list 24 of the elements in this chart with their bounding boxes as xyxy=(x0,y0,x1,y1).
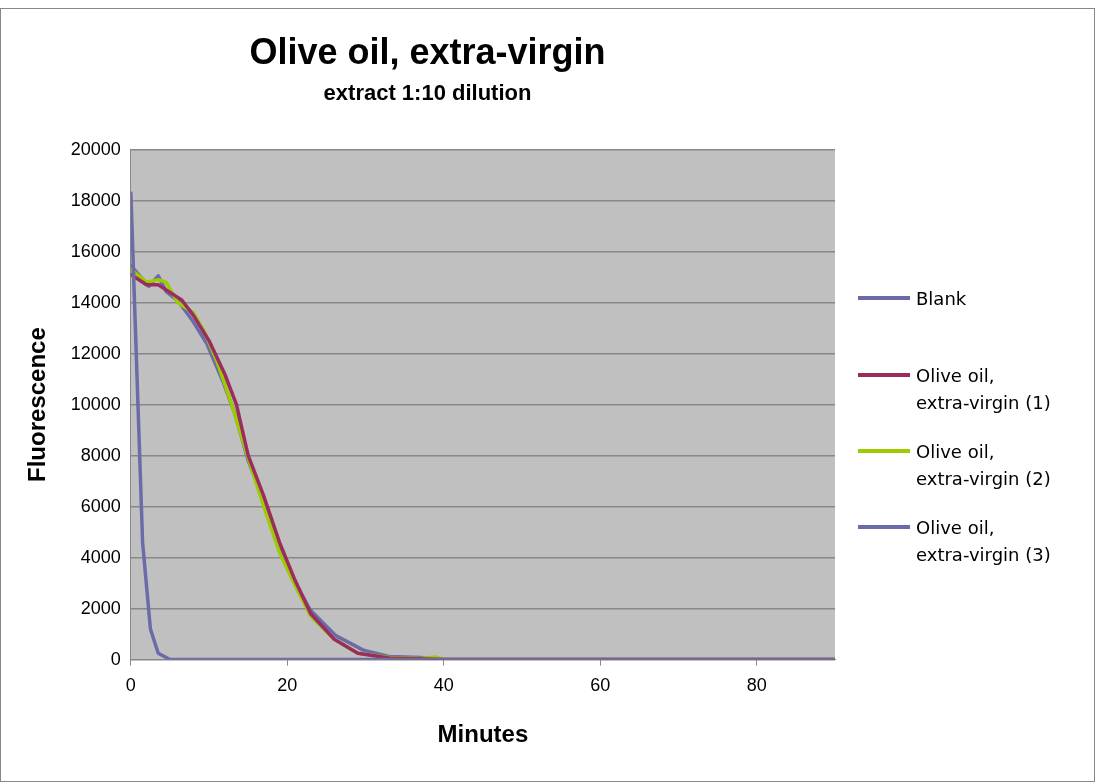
x-axis-title: Minutes xyxy=(437,720,529,748)
legend-label: Olive oil, extra-virgin (3) xyxy=(916,517,1051,565)
y-tick-label: 8000 xyxy=(80,444,121,465)
y-axis-title: Fluorescence xyxy=(23,327,51,482)
y-tick-label: 6000 xyxy=(80,495,121,516)
y-tick-label: 0 xyxy=(110,648,121,669)
chart-subtitle: extract 1:10 dilution xyxy=(323,80,532,106)
y-tick-label: 20000 xyxy=(70,138,121,159)
y-tick-label: 2000 xyxy=(80,597,121,618)
y-tick-label: 16000 xyxy=(70,240,121,261)
x-tick-label: 0 xyxy=(125,675,136,696)
x-tick-label: 40 xyxy=(433,675,454,696)
legend-label: Olive oil, extra-virgin (2) xyxy=(916,441,1051,489)
y-tick-label: 4000 xyxy=(80,546,121,567)
x-tick-label: 80 xyxy=(746,675,767,696)
x-tick-label: 60 xyxy=(590,675,611,696)
y-tick-label: 14000 xyxy=(70,291,121,312)
legend-label: Olive oil, extra-virgin (1) xyxy=(916,365,1051,413)
legend-label: Blank xyxy=(916,288,967,309)
chart-title: Olive oil, extra-virgin xyxy=(249,30,606,72)
x-tick-label: 20 xyxy=(277,675,298,696)
y-tick-label: 12000 xyxy=(70,342,121,363)
y-tick-label: 10000 xyxy=(70,393,121,414)
y-tick-label: 18000 xyxy=(70,189,121,210)
